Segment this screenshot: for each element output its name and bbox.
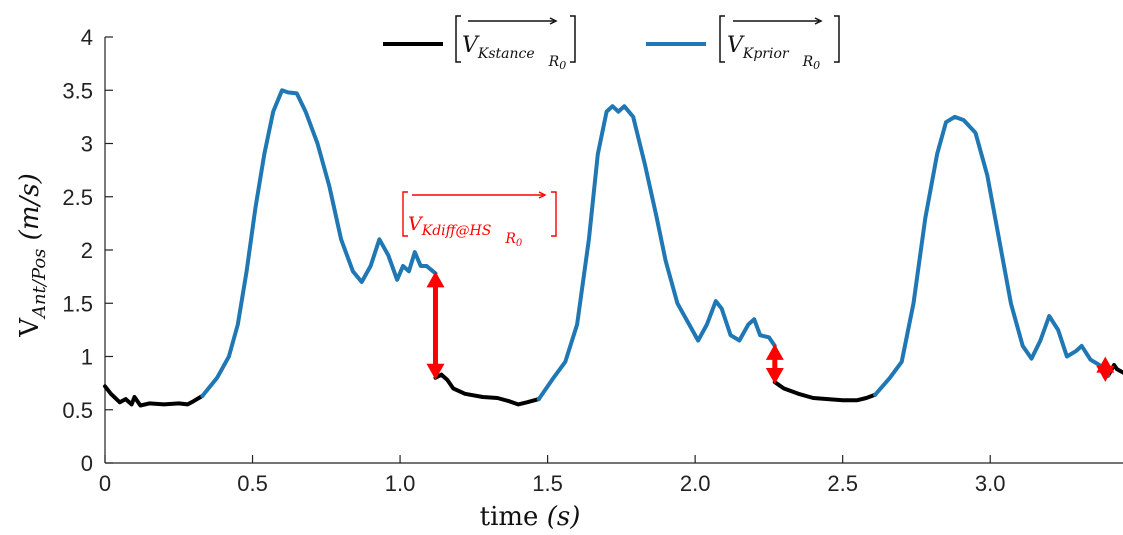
stance-line-segment (772, 380, 878, 403)
legend-prior-frame-sub: 0 (813, 59, 820, 72)
y-axis-sub: Ant/Pos (29, 249, 50, 320)
y-axis-main: V (15, 317, 45, 338)
legend-stance-main: V (462, 33, 480, 58)
annotation-main: V (408, 213, 424, 235)
y-tick-label: 0.5 (62, 398, 93, 423)
prior-line-segment (536, 104, 777, 402)
x-tick-label: 2.0 (680, 471, 711, 496)
y-tick-label: 3.5 (62, 78, 93, 103)
plot-area (103, 88, 1123, 408)
legend-prior-sub: Kprior (742, 46, 790, 62)
diff-arrow-head-top (765, 343, 784, 360)
x-tick-label: 1.0 (385, 471, 416, 496)
y-tick-label: 2 (81, 238, 93, 263)
prior-line-segment (873, 114, 1111, 397)
y-tick-label: 1.5 (62, 291, 93, 316)
legend-stance-frame-sub: 0 (559, 59, 566, 72)
annotation-label: VKdiff@HS R0 (402, 191, 557, 249)
stance-line-segment (433, 372, 541, 407)
y-tick-label: 2.5 (62, 185, 93, 210)
legend-prior-main: V (727, 33, 745, 58)
stance-line-segment (103, 384, 205, 408)
x-axis-unit: (s) (547, 502, 581, 532)
tick-labels: 0 0.5 1 1.5 2 2.5 3 3.5 4 0 0.5 1.0 1.5 2.0 2.5 3.0 (62, 25, 1005, 496)
annotation-frame-sub: 0 (516, 238, 523, 249)
legend: VKstance R0 VKprior R0 (383, 15, 840, 72)
y-axis-label: VAnt/Pos (m/s) (15, 173, 50, 337)
x-tick-label: 0 (99, 471, 111, 496)
y-axis-unit: (m/s) (15, 173, 45, 248)
x-axis-label: time (s) (480, 502, 581, 532)
y-tick-label: 1 (81, 345, 93, 370)
legend-label-stance: VKstance R0 (455, 15, 576, 72)
y-tick-label: 3 (81, 132, 93, 157)
y-tick-label: 0 (81, 451, 93, 476)
x-tick-label: 3.0 (975, 471, 1006, 496)
axes (104, 36, 1123, 464)
diff-arrow-head-bottom (765, 368, 784, 385)
x-tick-label: 0.5 (237, 471, 268, 496)
x-tick-label: 2.5 (827, 471, 858, 496)
diff-arrow-head-bottom (1096, 365, 1115, 382)
annotation-frame: R (504, 231, 516, 247)
diff-arrow-head-bottom (426, 363, 445, 380)
legend-label-prior: VKprior R0 (719, 15, 840, 72)
prior-line-segment (200, 88, 438, 398)
x-tick-label: 1.5 (532, 471, 563, 496)
x-axis-main: time (480, 502, 547, 532)
legend-stance-sub: Kstance (477, 46, 535, 62)
annotation-sub: Kdiff@HS (421, 223, 492, 239)
y-tick-label: 4 (81, 25, 93, 50)
legend-stance-frame: R (548, 54, 560, 70)
legend-prior-frame: R (802, 54, 814, 70)
annotations (426, 271, 1115, 385)
diff-arrow-head-top (426, 271, 445, 288)
